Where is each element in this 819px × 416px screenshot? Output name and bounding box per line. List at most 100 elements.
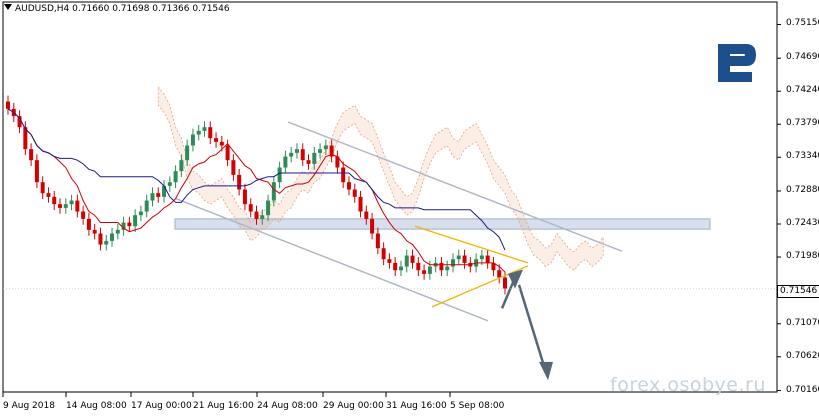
candle-body (312, 152, 317, 164)
x-tick-label: 31 Aug 16:00 (386, 401, 447, 411)
candle-body (318, 149, 323, 153)
candle-body (381, 248, 386, 260)
candle-body (289, 152, 294, 157)
candle-body (497, 270, 502, 278)
candle-body (393, 262, 398, 271)
candle-body (46, 193, 51, 197)
candle-body (69, 200, 74, 205)
candle-body (58, 204, 63, 208)
candle-body (150, 193, 155, 201)
x-tick-label: 24 Aug 08:00 (257, 401, 318, 411)
candle-body (219, 141, 224, 146)
candle-body (335, 156, 340, 168)
candle-body (225, 145, 230, 161)
candle-body (503, 277, 507, 289)
candle-body (179, 160, 184, 172)
candle-body (231, 160, 236, 175)
candle-body (92, 229, 97, 234)
candle-body (260, 215, 265, 219)
candle-body (63, 204, 68, 208)
candle-body (422, 270, 427, 274)
candle-body (75, 200, 80, 212)
candle-body (410, 255, 415, 263)
current-price-label: 0.71546 (777, 285, 819, 298)
candle-body (387, 259, 392, 263)
x-tick-label: 5 Sep 08:00 (450, 401, 505, 411)
x-tick-label: 29 Aug 00:00 (323, 401, 384, 411)
candle-body (358, 196, 363, 212)
candle-body (138, 211, 143, 216)
candle-body (462, 255, 467, 263)
forecast-arrow-down (517, 284, 547, 370)
channel-upper-line (287, 121, 623, 252)
x-tick-label: 14 Aug 08:00 (66, 401, 127, 411)
candle-body (416, 262, 421, 271)
candle-body (29, 149, 34, 161)
y-tick-label: 0.70160 (786, 384, 819, 395)
resistance-zone (174, 218, 711, 230)
candle-body (439, 262, 444, 271)
candle-body (98, 233, 103, 245)
candle-body (115, 229, 120, 234)
tenkan-line (7, 108, 506, 273)
candle-body (306, 160, 311, 164)
candle-body (294, 149, 299, 153)
candle-body (323, 145, 328, 150)
candle-body (104, 240, 109, 245)
candle-body (214, 138, 219, 142)
candle-body (133, 215, 138, 227)
candle-body (196, 130, 201, 135)
candle-body (110, 233, 115, 241)
candle-body (277, 167, 282, 183)
triangle-upper-line (414, 225, 529, 264)
candle-body (81, 211, 86, 219)
candle-body (329, 145, 334, 157)
candle-body (485, 255, 490, 263)
candle-body (300, 149, 305, 161)
x-tick-label: 21 Aug 16:00 (193, 401, 254, 411)
candle-body (456, 255, 461, 260)
candle-body (34, 160, 39, 183)
symbol-label: AUDUSD,H4 (15, 4, 70, 14)
candle-body (52, 196, 57, 205)
candle-body (271, 182, 276, 201)
channel-lower-line (174, 197, 489, 322)
plot-frame (2, 1, 778, 393)
watermark: forex.osobye.ru (610, 374, 766, 396)
candle-body (283, 156, 288, 168)
candle-body (190, 134, 195, 146)
candle-body (23, 127, 28, 150)
candle-body (121, 222, 126, 230)
candle-body (352, 189, 357, 197)
candle-body (375, 233, 380, 249)
candle-body (156, 193, 161, 197)
candle-body (248, 204, 253, 212)
forecast-arrowhead-up (508, 269, 523, 289)
candle-body (346, 182, 351, 190)
dropdown-triangle-icon[interactable] (4, 4, 12, 10)
candle-body (364, 211, 369, 219)
candle-body (167, 182, 172, 186)
candle-body (491, 262, 496, 271)
candle-body (6, 101, 10, 109)
candle-body (173, 171, 178, 183)
triangle-lower-line (431, 265, 529, 308)
candle-body (450, 259, 455, 267)
candle-body (404, 255, 409, 267)
kijun-line (7, 108, 506, 251)
candle-body (341, 167, 346, 183)
candle-body (127, 222, 132, 227)
candle-body (17, 116, 22, 128)
candle-body (427, 266, 432, 274)
candle-body (40, 182, 45, 194)
